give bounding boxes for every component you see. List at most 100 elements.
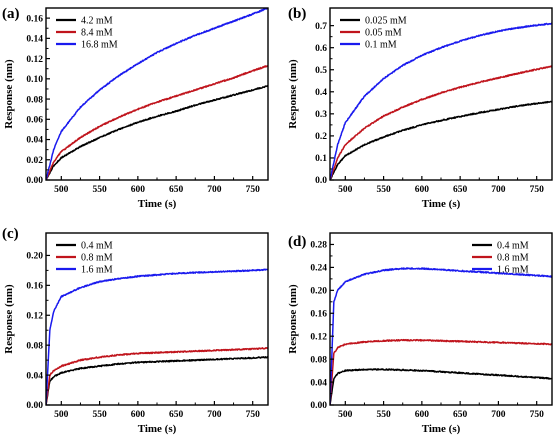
plot-frame-c <box>45 232 269 406</box>
y-tick-label-a-4: 0.08 <box>26 95 43 105</box>
series-line-c-3 <box>46 268 268 405</box>
series-group-a <box>46 8 268 180</box>
y-tick-label-b-7: 0.7 <box>315 22 327 32</box>
x-tick-label-d-700: 700 <box>491 410 506 420</box>
series-line-d-1 <box>330 368 552 405</box>
legend-label-a-1: 4.2 mM <box>81 16 113 27</box>
legend-label-b-2: 0.05 mM <box>365 28 402 39</box>
x-tick-label-c-750: 750 <box>246 410 261 420</box>
plot-frame-a <box>45 7 269 181</box>
x-tick-label-a-750: 750 <box>246 185 261 195</box>
y-axis-title-c: Response (nm) <box>3 284 15 354</box>
x-tick-label-d-500: 500 <box>338 410 353 420</box>
y-tick-label-a-5: 0.10 <box>26 75 43 85</box>
panel-label-a: (a) <box>2 6 20 22</box>
y-tick-label-a-8: 0.16 <box>26 14 43 24</box>
y-tick-label-d-5: 0.20 <box>310 287 327 297</box>
legend-b: 0.025 mM0.05 mM0.1 mM <box>340 16 407 51</box>
y-tick-label-d-4: 0.16 <box>310 309 327 319</box>
legend-label-a-2: 8.4 mM <box>81 28 113 39</box>
x-tick-label-a-650: 650 <box>169 185 184 195</box>
legend-label-d-2: 0.8 mM <box>497 253 529 264</box>
x-tick-label-b-550: 550 <box>376 185 391 195</box>
legend-label-c-2: 0.8 mM <box>81 253 113 264</box>
x-tick-label-b-600: 600 <box>415 185 430 195</box>
series-line-a-2 <box>46 65 268 180</box>
panel-label-c: (c) <box>2 226 19 242</box>
x-axis-title-a: Time (s) <box>138 198 177 210</box>
y-tick-label-c-3: 0.12 <box>26 311 43 321</box>
series-line-c-1 <box>46 355 268 405</box>
series-line-c-2 <box>46 347 268 405</box>
legend-label-c-3: 1.6 mM <box>81 265 113 276</box>
y-tick-label-d-7: 0.28 <box>310 241 327 251</box>
x-tick-label-c-650: 650 <box>169 410 184 420</box>
y-tick-label-a-6: 0.12 <box>26 55 43 65</box>
x-tick-label-c-500: 500 <box>54 410 69 420</box>
y-tick-label-c-0: 0.00 <box>26 401 43 411</box>
x-tick-label-a-600: 600 <box>131 185 146 195</box>
y-tick-label-a-7: 0.14 <box>26 35 43 45</box>
panel-a: (a) 500 550 600 650 700 750 0.00 0.02 0.04 0.06 0.0… <box>2 6 269 210</box>
y-tick-label-c-4: 0.16 <box>26 282 43 292</box>
y-axis-title-d: Response (nm) <box>287 284 299 354</box>
x-tick-label-d-750: 750 <box>530 410 545 420</box>
legend-label-a-3: 16.8 mM <box>81 40 118 51</box>
y-tick-label-d-0: 0.00 <box>310 401 327 411</box>
x-tick-label-d-650: 650 <box>453 410 468 420</box>
x-tick-label-d-550: 550 <box>376 410 391 420</box>
x-tick-label-a-550: 550 <box>92 185 107 195</box>
panel-label-d: (d) <box>288 234 306 250</box>
legend-label-c-1: 0.4 mM <box>81 241 113 252</box>
y-tick-label-c-2: 0.08 <box>26 341 43 351</box>
y-tick-label-a-1: 0.02 <box>26 156 43 166</box>
y-axis-title-a: Response (nm) <box>3 59 15 129</box>
y-tick-label-c-5: 0.20 <box>26 252 43 262</box>
legend-c: 0.4 mM0.8 mM1.6 mM <box>56 241 113 276</box>
y-tick-label-b-5: 0.5 <box>315 66 327 76</box>
x-tick-label-b-650: 650 <box>453 185 468 195</box>
series-line-b-1 <box>330 100 552 180</box>
x-tick-label-c-600: 600 <box>131 410 146 420</box>
series-line-d-2 <box>330 338 552 405</box>
x-tick-label-b-750: 750 <box>530 185 545 195</box>
series-line-a-3 <box>46 8 268 180</box>
y-tick-label-b-4: 0.4 <box>315 88 327 98</box>
y-tick-label-a-2: 0.04 <box>26 136 43 146</box>
y-tick-label-b-1: 0.1 <box>315 154 327 164</box>
y-tick-label-b-0: 0.0 <box>315 176 327 186</box>
panel-c: (c) 500 550 600 650 700 750 0.00 0.04 0.08 0.12 0.1… <box>2 226 269 435</box>
panel-label-b: (b) <box>288 6 306 22</box>
legend-label-b-1: 0.025 mM <box>365 16 407 27</box>
y-tick-label-d-3: 0.12 <box>310 332 327 342</box>
y-tick-label-d-2: 0.08 <box>310 355 327 365</box>
legend-label-d-1: 0.4 mM <box>497 241 529 252</box>
legend-d: 0.4 mM0.8 mM1.6 mM <box>472 241 529 276</box>
legend-label-b-3: 0.1 mM <box>365 40 397 51</box>
x-tick-label-b-500: 500 <box>338 185 353 195</box>
y-tick-label-d-1: 0.04 <box>310 378 327 388</box>
series-line-a-1 <box>46 84 268 180</box>
x-tick-label-d-600: 600 <box>415 410 430 420</box>
y-tick-label-a-3: 0.06 <box>26 115 43 125</box>
series-line-b-3 <box>330 22 552 180</box>
y-axis-title-b: Response (nm) <box>287 59 299 129</box>
x-tick-label-a-500: 500 <box>54 185 69 195</box>
y-tick-label-b-3: 0.3 <box>315 110 327 120</box>
x-tick-label-a-700: 700 <box>207 185 222 195</box>
panel-d: (d) 500 550 600 650 700 750 0.00 0.04 0.08 0.12 0.1… <box>287 232 553 435</box>
series-line-d-3 <box>330 267 552 405</box>
series-group-c <box>46 268 268 405</box>
series-group-b <box>330 22 552 180</box>
panel-b: (b) 500 550 600 650 700 750 0.0 0.1 0.2 0.3 0.4 0.5 0… <box>287 6 553 210</box>
x-axis-title-c: Time (s) <box>138 423 177 435</box>
legend-label-d-3: 1.6 mM <box>497 265 529 276</box>
x-tick-label-b-700: 700 <box>491 185 506 195</box>
x-axis-title-d: Time (s) <box>422 423 461 435</box>
y-tick-label-a-0: 0.00 <box>26 176 43 186</box>
x-axis-title-b: Time (s) <box>422 198 461 210</box>
y-tick-label-b-6: 0.6 <box>315 44 327 54</box>
series-line-b-2 <box>330 65 552 180</box>
